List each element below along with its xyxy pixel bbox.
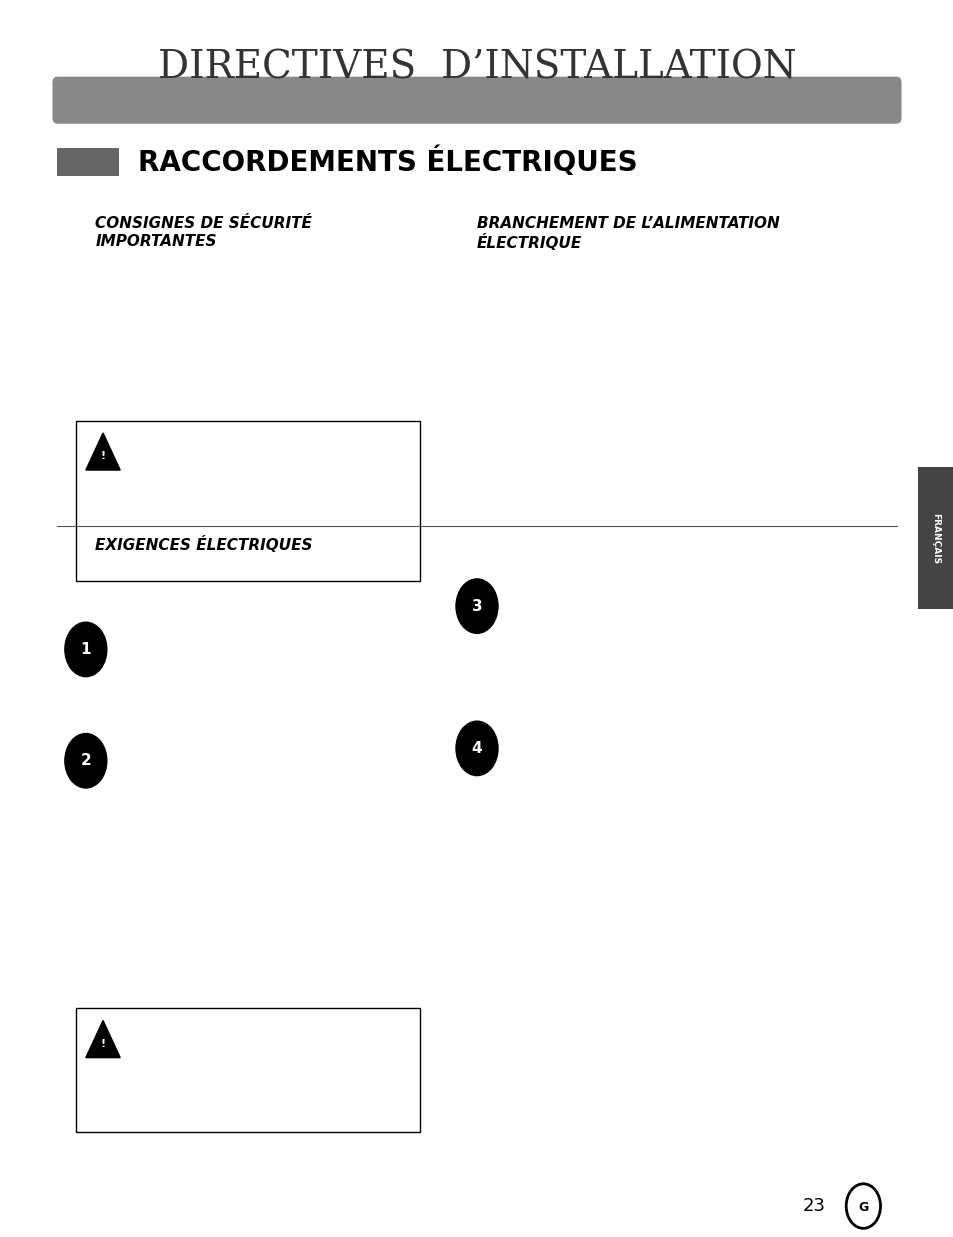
Bar	[57, 148, 119, 176]
Text: 23: 23	[801, 1197, 824, 1215]
Text: 1: 1	[80, 642, 91, 657]
Text: 3: 3	[471, 599, 482, 614]
Bar	[76, 1008, 419, 1132]
Text: FRANÇAIS: FRANÇAIS	[930, 512, 940, 564]
Text: DIRECTIVES  D’INSTALLATION: DIRECTIVES D’INSTALLATION	[157, 49, 796, 87]
FancyBboxPatch shape	[52, 77, 901, 124]
Circle shape	[456, 721, 497, 776]
Text: BRANCHEMENT DE L’ALIMENTATION
ÉLECTRIQUE: BRANCHEMENT DE L’ALIMENTATION ÉLECTRIQUE	[476, 216, 779, 251]
Polygon shape	[86, 1021, 120, 1058]
Text: EXIGENCES ÉLECTRIQUES: EXIGENCES ÉLECTRIQUES	[95, 536, 313, 553]
Circle shape	[456, 579, 497, 633]
Bar	[76, 421, 419, 581]
Text: RACCORDEMENTS ÉLECTRIQUES: RACCORDEMENTS ÉLECTRIQUES	[138, 147, 638, 177]
Text: 2: 2	[80, 753, 91, 768]
Text: CONSIGNES DE SÉCURITÉ
IMPORTANTES: CONSIGNES DE SÉCURITÉ IMPORTANTES	[95, 216, 312, 249]
Text: !: !	[100, 1039, 106, 1049]
Circle shape	[65, 734, 107, 788]
Bar	[917, 468, 953, 610]
Text: 4: 4	[471, 741, 482, 756]
Text: !: !	[100, 452, 106, 461]
Polygon shape	[86, 433, 120, 470]
Text: G: G	[858, 1201, 867, 1213]
Circle shape	[65, 622, 107, 677]
